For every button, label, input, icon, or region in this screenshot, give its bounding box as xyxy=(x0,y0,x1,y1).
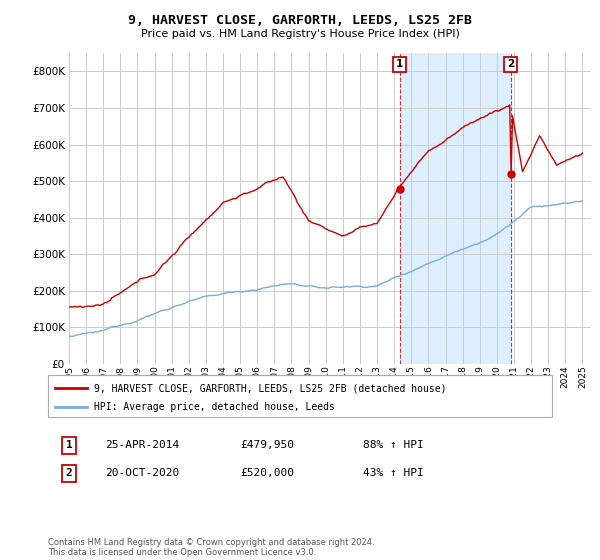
Text: HPI: Average price, detached house, Leeds: HPI: Average price, detached house, Leed… xyxy=(94,402,335,412)
Text: 2: 2 xyxy=(507,59,514,69)
Text: Price paid vs. HM Land Registry's House Price Index (HPI): Price paid vs. HM Land Registry's House … xyxy=(140,29,460,39)
Bar xyxy=(400,53,511,364)
Text: 1: 1 xyxy=(396,59,403,69)
Text: £479,950: £479,950 xyxy=(240,440,294,450)
Text: Contains HM Land Registry data © Crown copyright and database right 2024.
This d: Contains HM Land Registry data © Crown c… xyxy=(48,538,374,557)
Text: 25-APR-2014: 25-APR-2014 xyxy=(105,440,179,450)
Text: 43% ↑ HPI: 43% ↑ HPI xyxy=(363,468,424,478)
Text: £520,000: £520,000 xyxy=(240,468,294,478)
Text: 20-OCT-2020: 20-OCT-2020 xyxy=(105,468,179,478)
Text: 9, HARVEST CLOSE, GARFORTH, LEEDS, LS25 2FB: 9, HARVEST CLOSE, GARFORTH, LEEDS, LS25 … xyxy=(128,14,472,27)
Text: 2: 2 xyxy=(65,468,73,478)
Text: 88% ↑ HPI: 88% ↑ HPI xyxy=(363,440,424,450)
Text: 1: 1 xyxy=(65,440,73,450)
Text: 9, HARVEST CLOSE, GARFORTH, LEEDS, LS25 2FB (detached house): 9, HARVEST CLOSE, GARFORTH, LEEDS, LS25 … xyxy=(94,383,447,393)
